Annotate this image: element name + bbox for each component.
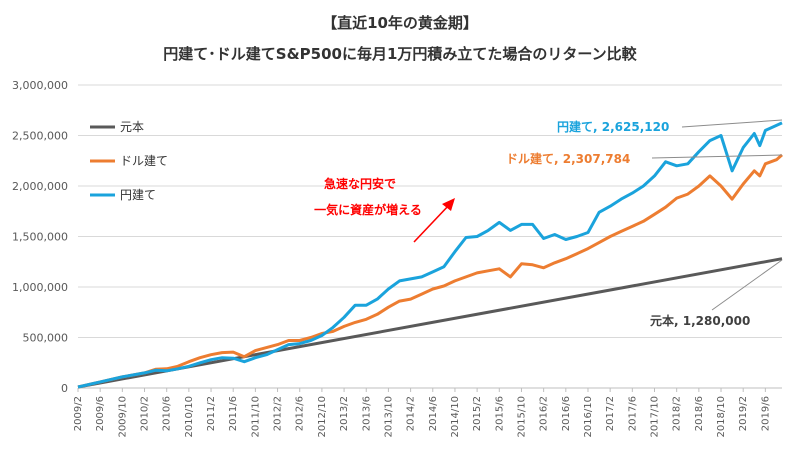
x-tick-label: 2019/6 (760, 396, 771, 431)
x-tick-label: 2009/10 (117, 396, 128, 438)
data-annotations: 円建て, 2,625,120 ドル建て, 2,307,784 元本, 1,280… (506, 119, 783, 328)
legend-label-yen: 円建て (120, 188, 156, 202)
chart-title: 【直近10年の黄金期】 (322, 14, 478, 32)
y-tick-label: 2,500,000 (12, 130, 68, 143)
x-tick-label: 2018/2 (672, 396, 683, 431)
y-axis-ticks: 0 500,000 1,000,000 1,500,000 2,000,000 2,500… (12, 79, 68, 395)
x-tick-label: 2010/10 (184, 396, 195, 438)
y-tick-label: 2,000,000 (12, 180, 68, 193)
callout-arrow (413, 203, 451, 243)
x-tick-label: 2017/10 (650, 396, 661, 438)
x-tick-label: 2012/10 (317, 396, 328, 438)
x-tick-label: 2010/2 (140, 396, 151, 431)
x-tick-label: 2009/6 (95, 396, 106, 431)
grid (78, 84, 782, 389)
series-line-dollar (77, 153, 783, 389)
legend: 元本 ドル建て 円建て (90, 120, 168, 202)
callout-arrow-head (442, 198, 455, 211)
x-tick-label: 2015/6 (494, 396, 505, 431)
y-tick-label: 0 (61, 382, 68, 395)
x-tick-label: 2018/10 (716, 396, 727, 438)
x-tick-label: 2014/10 (450, 396, 461, 438)
x-tick-label: 2019/2 (738, 396, 749, 431)
x-tick-label: 2011/10 (250, 396, 261, 438)
x-tick-label: 2013/2 (339, 396, 350, 431)
chart-subtitle: 円建て･ドル建てS&P500に毎月1万円積み立てた場合のリターン比較 (163, 45, 637, 63)
x-tick-label: 2016/6 (561, 396, 572, 431)
x-tick-label: 2018/6 (694, 396, 705, 431)
x-tick-label: 2010/6 (162, 396, 173, 431)
x-tick-label: 2013/6 (361, 396, 372, 431)
y-tick-label: 1,500,000 (12, 231, 68, 244)
callout-line-1: 急速な円安で (324, 176, 396, 191)
x-tick-label: 2014/6 (428, 396, 439, 431)
y-tick-label: 3,000,000 (12, 79, 68, 92)
series-lines (77, 121, 783, 389)
y-tick-label: 1,000,000 (12, 281, 68, 294)
x-tick-label: 2009/2 (73, 396, 84, 431)
x-tick-label: 2017/6 (627, 396, 638, 431)
yen-leader-line (681, 119, 783, 128)
legend-label-dollar: ドル建て (120, 154, 168, 168)
principal-data-label: 元本, 1,280,000 (650, 313, 750, 328)
x-tick-label: 2011/6 (228, 396, 239, 431)
callout: 急速な円安で 一気に資産が増える (314, 176, 455, 243)
x-tick-label: 2015/2 (472, 396, 483, 431)
x-tick-label: 2015/10 (516, 396, 527, 438)
callout-line-2: 一気に資産が増える (314, 202, 422, 217)
x-tick-label: 2014/2 (406, 396, 417, 431)
x-tick-label: 2016/2 (539, 396, 550, 431)
principal-leader-line (711, 259, 783, 311)
x-tick-label: 2012/2 (273, 396, 284, 431)
dollar-data-label: ドル建て, 2,307,784 (506, 151, 630, 166)
dollar-leader-line (651, 154, 783, 159)
y-tick-label: 500,000 (23, 332, 69, 345)
x-tick-label: 2016/10 (583, 396, 594, 438)
x-tick-label: 2017/2 (605, 396, 616, 431)
x-tick-label: 2012/6 (295, 396, 306, 431)
legend-label-principal: 元本 (120, 120, 144, 134)
yen-data-label: 円建て, 2,625,120 (557, 119, 669, 134)
x-tick-label: 2013/10 (383, 396, 394, 438)
x-axis-ticks: 2009/2 2009/6 2009/10 2010/2 2010/6 2010/10 20… (73, 388, 771, 438)
x-tick-label: 2011/2 (206, 396, 217, 431)
series-line-yen (77, 121, 783, 389)
